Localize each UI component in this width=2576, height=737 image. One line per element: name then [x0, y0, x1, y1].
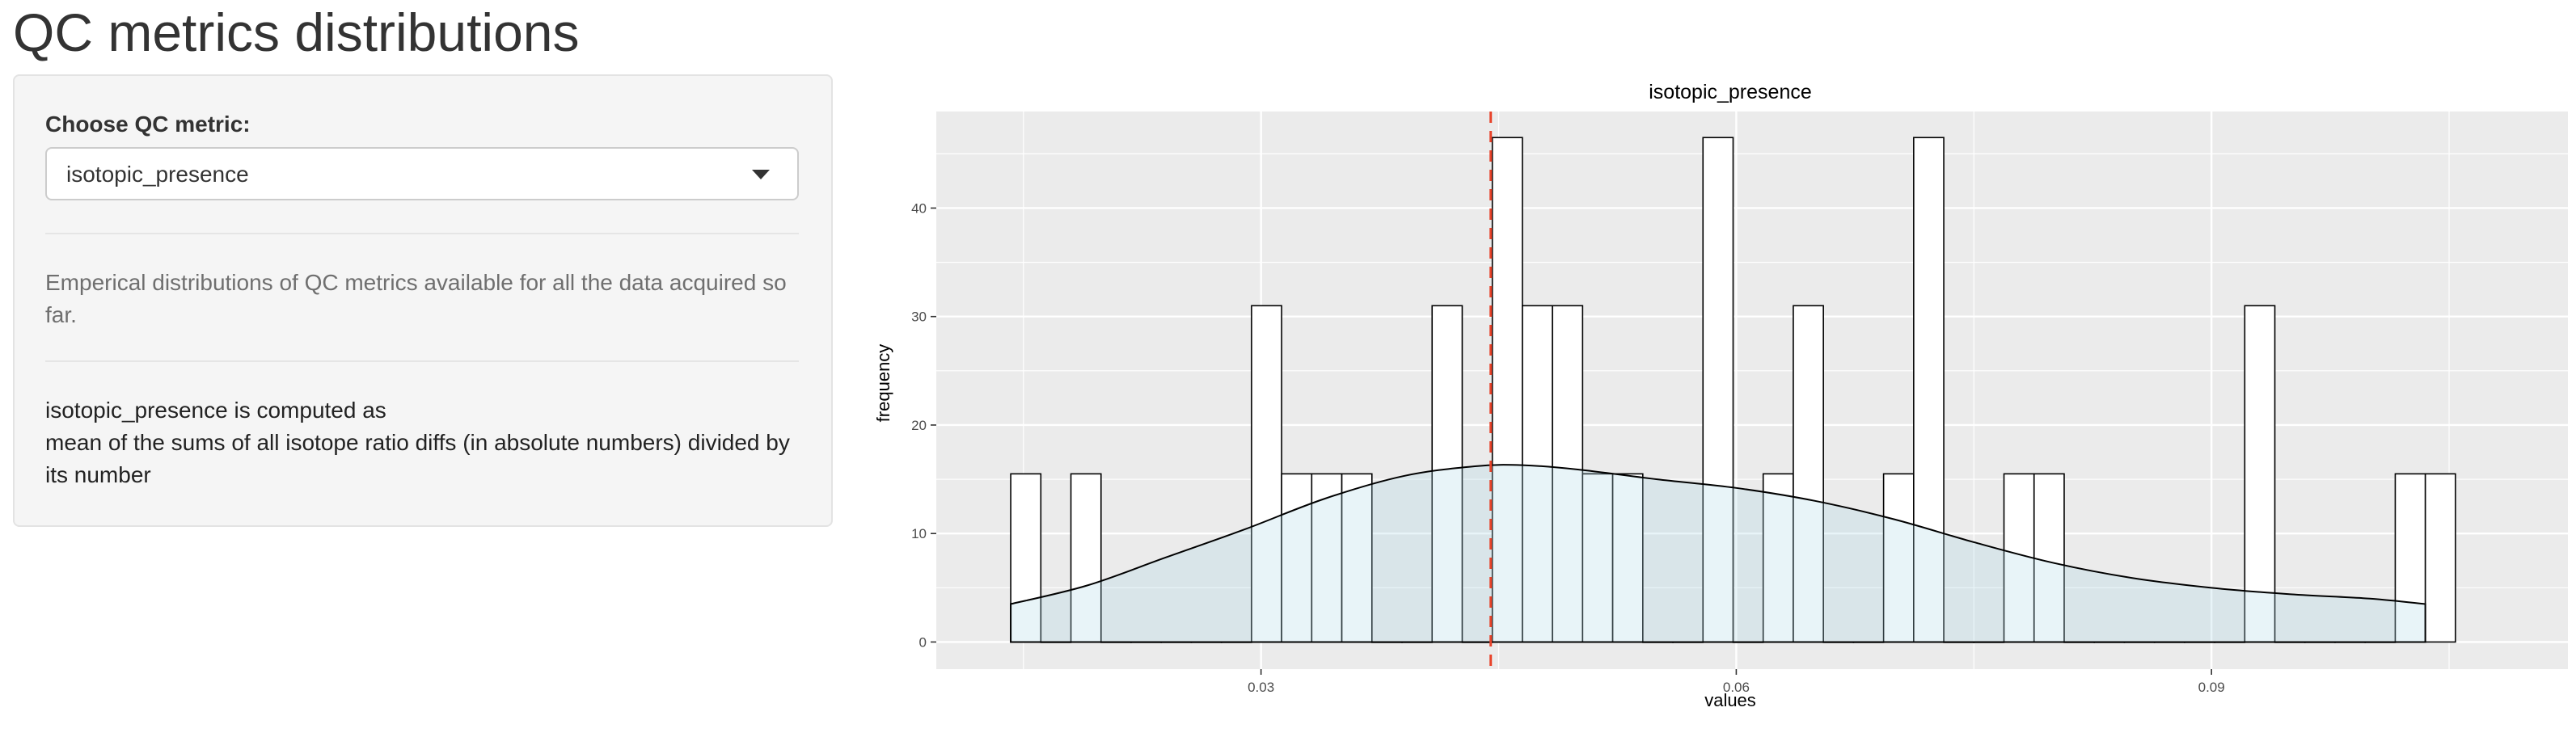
sidebar-panel: Choose QC metric: isotopic_presence Empe…	[13, 74, 833, 527]
histogram-bar	[1431, 305, 1463, 643]
histogram-bar	[1522, 305, 1553, 643]
y-tick-label: 30	[911, 310, 927, 325]
y-tick-label: 40	[911, 200, 927, 216]
metric-definition-line1: isotopic_presence is computed as	[45, 398, 386, 423]
divider	[45, 360, 799, 362]
histogram-bar	[2033, 473, 2065, 643]
metric-definition: isotopic_presence is computed as mean of…	[45, 394, 805, 491]
histogram-bar	[1793, 305, 1824, 643]
x-tick-label: 0.06	[1723, 680, 1750, 695]
histogram-bar	[2244, 305, 2276, 643]
page-title: QC metrics distributions	[13, 2, 580, 62]
histogram-bar	[1702, 137, 1734, 643]
x-tick-label: 0.03	[1248, 680, 1274, 695]
histogram-bar	[1581, 473, 1614, 643]
plot-panel	[936, 112, 2568, 669]
histogram-bar	[1611, 473, 1644, 643]
chart-title: isotopic_presence	[1649, 81, 1812, 103]
y-tick-label: 0	[919, 634, 927, 650]
histogram-bar	[2003, 473, 2035, 643]
histogram-bar	[1552, 305, 1584, 643]
density-area	[1010, 464, 2426, 643]
y-tick-label: 10	[911, 526, 927, 541]
x-axis: 0.03 0.06 0.09	[1248, 669, 2225, 695]
y-axis: 0 10 20 30 40	[911, 200, 936, 650]
x-axis-label: values	[1704, 690, 1756, 710]
y-tick-label: 20	[911, 418, 927, 433]
histogram-bar	[1251, 305, 1282, 643]
x-tick-label: 0.09	[2198, 680, 2225, 695]
y-axis-label: frequency	[873, 344, 893, 423]
histogram-svg: 0 10 20 30 40 0.03 0.06 0.09 isotopic_presence…	[873, 81, 2568, 710]
histogram-bar	[2394, 473, 2426, 643]
qc-metric-select-label: Choose QC metric:	[45, 112, 251, 137]
histogram-bar	[1281, 473, 1313, 643]
metric-description: Emperical distributions of QC metrics av…	[45, 270, 787, 327]
histogram-bar	[1913, 137, 1945, 643]
qc-metric-select[interactable]: isotopic_presence	[45, 147, 799, 200]
qc-metric-select-value: isotopic_presence	[66, 162, 249, 187]
metric-definition-line2: mean of the sums of all isotope ratio di…	[45, 430, 790, 487]
divider	[45, 233, 799, 234]
caret-down-icon	[752, 170, 770, 179]
histogram-chart: 0 10 20 30 40 0.03 0.06 0.09 isotopic_presence…	[865, 68, 2571, 718]
histogram-bar	[1341, 473, 1373, 643]
histogram-bar	[2424, 473, 2456, 643]
